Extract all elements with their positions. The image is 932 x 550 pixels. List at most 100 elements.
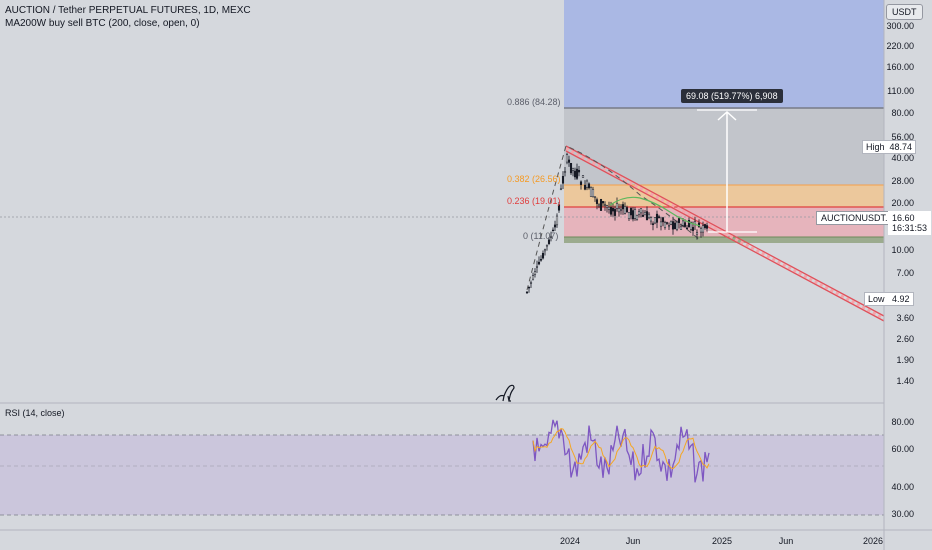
candle-body [537,261,541,265]
candle-body [647,213,651,219]
candle-body [615,203,619,209]
low-label: Low [868,294,885,304]
candle-body [561,176,565,184]
candle-body [685,227,689,230]
candle-body [581,175,585,178]
candle-body [701,225,705,233]
trendline-upper[interactable] [565,145,885,317]
candle-body [535,266,539,268]
candle-body [559,188,563,191]
trendline-lower[interactable] [565,150,885,322]
candle-body [583,184,587,190]
price-label: 7.00 [896,268,914,278]
price-label: 2.60 [896,334,914,344]
high-tag: High 48.74 [862,140,917,154]
price-label: 80.00 [891,108,914,118]
candle-body [621,204,625,210]
time-label: Jun [778,536,794,546]
price-candles [525,152,709,294]
candle-body [703,224,707,228]
candle-body [671,221,675,230]
candle-body [679,226,683,230]
rsi-ma-line [532,428,710,470]
price-label: 20.00 [891,198,914,208]
rsi-title[interactable]: RSI (14, close) [5,408,65,418]
rsi-level: 40.00 [891,482,914,492]
price-label: 56.00 [891,132,914,142]
candle-body [577,169,581,173]
candle-body [675,221,679,230]
candle-body [681,220,685,226]
measure-label[interactable]: 69.08 (519.77%) 6,908 [681,89,783,103]
time-label: 2024 [559,536,581,546]
candle-body [705,225,709,229]
candle-body [533,271,537,275]
low-value: 4.92 [892,294,910,304]
candle-body [529,282,533,284]
candle-body [541,252,545,259]
candle-body [571,168,575,171]
candle-body [659,221,663,227]
chart-title: AUCTION / Tether PERPETUAL FUTURES, 1D, … [5,5,251,16]
price-label: 110.00 [887,86,914,96]
candle-body [589,187,593,197]
symbol-label: AUCTIONUSDT.P [816,211,899,225]
price-label: 10.00 [891,245,914,255]
candle-body [683,222,687,227]
high-label: High [866,142,885,152]
price-label: 160.00 [886,62,914,72]
price-label: 1.40 [896,376,914,386]
candle-body [635,214,639,221]
candle-body [557,204,561,211]
fib-label-382: 0.382 (26.56) [507,174,561,184]
candle-body [687,220,691,228]
candle-body [545,244,549,247]
candle-body [553,224,557,228]
candle-body [629,208,633,216]
high-value: 48.74 [889,142,913,152]
candle-body [599,199,603,211]
candle-body [699,228,703,233]
candle-body [543,249,547,252]
dino-logo-icon [495,384,515,402]
candle-body [619,209,623,211]
low-tag: Low 4.92 [864,292,914,306]
candle-body [527,286,531,289]
candle-body [601,201,605,204]
arrow-up-icon [717,110,737,121]
fib-label-886: 0.886 (84.28) [507,97,561,107]
candle-body [573,170,577,178]
indicator-title[interactable]: MA200W buy sell BTC (200, close, open, 0… [5,18,200,29]
rsi-level: 30.00 [891,509,914,519]
candle-body [607,206,611,210]
price-label: 1.90 [896,355,914,365]
candle-body [667,225,671,228]
candle-body [587,183,591,189]
last-price: 16.60 [892,213,915,223]
candle-body [613,209,617,216]
price-label: 28.00 [891,176,914,186]
price-label: 300.00 [886,21,914,31]
candle-body [655,213,659,223]
candle-body [665,222,669,224]
candle-body [593,196,597,198]
time-label: Jun [625,536,641,546]
candle-body [673,222,677,230]
candle-body [551,229,555,232]
candle-body [595,199,599,204]
time-label: 2025 [711,536,733,546]
candle-body [627,212,631,219]
projection-path [526,145,701,291]
candle-body [563,171,567,173]
candle-body [609,206,613,215]
candle-body [653,217,657,224]
price-label: 3.60 [896,313,914,323]
currency-button[interactable]: USDT [886,4,923,20]
candle-body [617,207,621,213]
candle-body [611,207,615,212]
candle-body [575,168,579,179]
candle-body [637,211,641,215]
trendline-fill [565,147,885,320]
